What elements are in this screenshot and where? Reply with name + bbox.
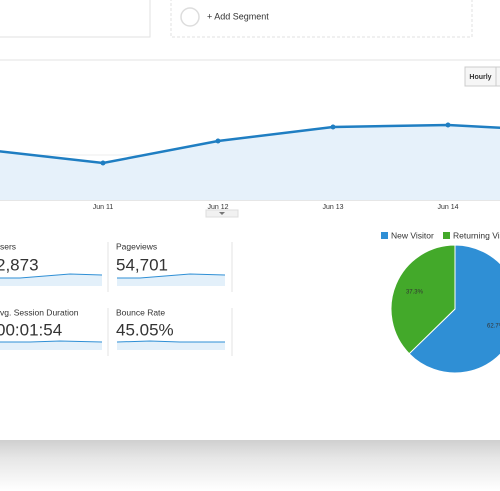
hourly-label[interactable]: Hourly — [469, 74, 491, 81]
metric-value: 2,873 — [0, 255, 39, 274]
line-chart: Jun 11 Jun 12 Jun 13 Jun 14 — [0, 122, 500, 211]
card-shadow — [0, 440, 500, 491]
pie-chart: 62.7% 37.3% New Visitor Returning Vis — [381, 230, 500, 374]
slice-label: 37.3% — [406, 289, 424, 295]
metric-value: 45.05% — [116, 320, 174, 339]
pie-slice — [408, 244, 500, 374]
sparklines — [0, 273, 226, 350]
legend-label: Returning Vis — [453, 230, 500, 240]
metric-label: sers — [0, 241, 16, 251]
metric-value: 00:01:54 — [0, 320, 62, 339]
metric-value: 54,701 — [116, 255, 168, 274]
segment-icon — [180, 7, 200, 27]
point — [445, 122, 451, 128]
point — [330, 124, 336, 130]
x-tick-label: Jun 14 — [437, 204, 458, 211]
segment-box[interactable] — [170, 0, 473, 38]
x-tick-label: Jun 11 — [93, 204, 114, 211]
segment-box — [0, 0, 151, 38]
metric-label: vg. Session Duration — [0, 307, 79, 317]
x-tick-label: Jun 13 — [322, 204, 343, 211]
add-segment[interactable]: + Add Segment — [207, 11, 269, 21]
legend-label: New Visitor — [391, 230, 434, 240]
legend-swatch — [381, 232, 388, 239]
point — [100, 160, 106, 166]
line-area — [0, 125, 500, 200]
legend-swatch — [443, 232, 450, 239]
pie-slice — [390, 244, 456, 355]
chart-toggle-arrow — [219, 212, 225, 215]
metric-label: Pageviews — [116, 241, 157, 251]
slice-label: 62.7% — [487, 324, 500, 330]
metric-label: Bounce Rate — [116, 307, 165, 317]
day-button[interactable] — [495, 66, 500, 87]
point — [215, 138, 221, 144]
line — [0, 123, 500, 165]
x-tick-label: Jun 12 — [207, 204, 228, 211]
